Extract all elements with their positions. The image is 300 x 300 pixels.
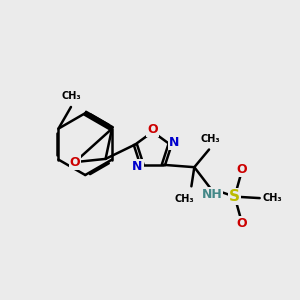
Text: CH₃: CH₃: [174, 194, 194, 204]
Text: N: N: [132, 160, 143, 173]
Text: O: O: [237, 163, 247, 176]
Text: NH: NH: [202, 188, 222, 201]
Text: N: N: [169, 136, 180, 149]
Text: O: O: [70, 156, 80, 169]
Text: S: S: [229, 189, 240, 204]
Text: CH₃: CH₃: [201, 134, 220, 144]
Text: CH₃: CH₃: [61, 91, 81, 100]
Text: CH₃: CH₃: [262, 193, 282, 203]
Text: O: O: [147, 123, 158, 136]
Text: O: O: [237, 217, 247, 230]
